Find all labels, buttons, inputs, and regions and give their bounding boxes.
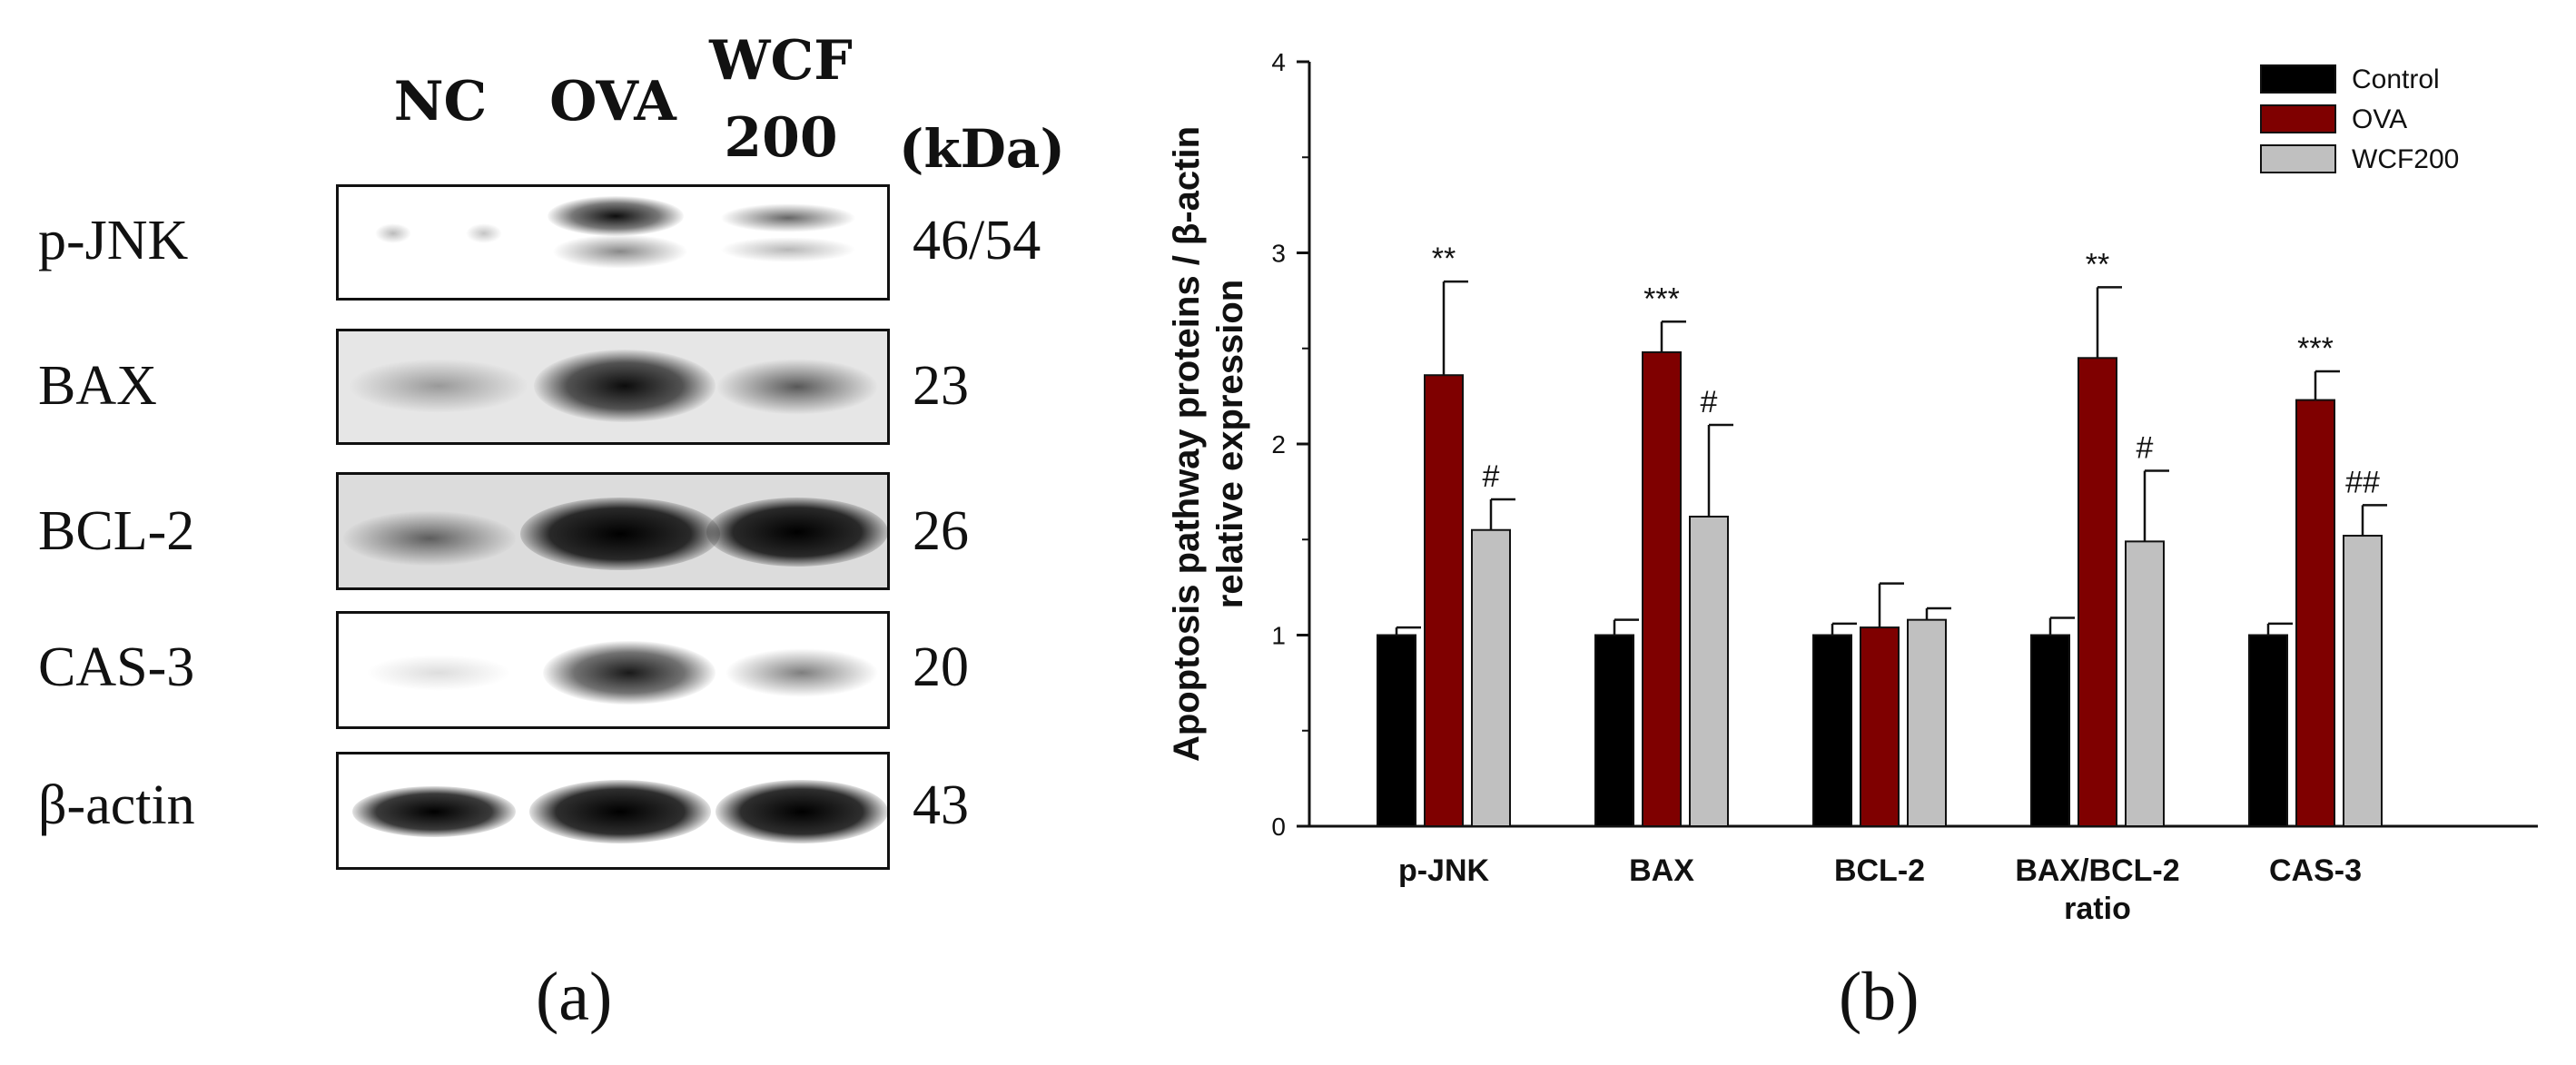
protein-label-cas3: CAS-3 [38, 636, 195, 698]
bar [1471, 528, 1511, 827]
bar [1642, 350, 1682, 827]
bar [2343, 535, 2383, 827]
bar [1377, 634, 1416, 827]
significance-mark: # [1701, 385, 1718, 419]
x-category-label: CAS-3 [2269, 853, 2362, 888]
western-blot-panel: NC OVA WCF 200 (kDa) p-JNK 46/54 BAX 23 … [0, 0, 1135, 1065]
panel-b-caption: (b) [1839, 959, 1920, 1035]
y-axis-label: relative expression [1210, 280, 1250, 608]
significance-mark: ** [1432, 242, 1456, 276]
bar [1424, 374, 1464, 827]
protein-label-bcl2: BCL-2 [38, 500, 195, 562]
x-category-label: BCL-2 [1834, 853, 1925, 888]
lane-header-wcf: WCF [709, 29, 853, 93]
legend-label: Control [2352, 64, 2440, 94]
bar [1907, 618, 1947, 827]
y-tick-label: 3 [1271, 240, 1286, 268]
lane-header-ova: OVA [549, 70, 676, 133]
mw-label-bcl2: 26 [913, 500, 969, 562]
lane-header-200: 200 [724, 106, 838, 170]
legend-swatch [2260, 64, 2336, 94]
x-category-label: p-JNK [1398, 853, 1490, 888]
y-tick-label: 1 [1271, 622, 1286, 650]
mw-label-bax: 23 [913, 355, 969, 417]
significance-mark: ## [2345, 465, 2380, 499]
blot-strip-bax [336, 329, 890, 445]
blot-strip-pjnk [336, 184, 890, 301]
significance-mark: # [2137, 430, 2154, 465]
lane-header-nc: NC [393, 70, 488, 133]
bar [2248, 634, 2288, 827]
legend-label: WCF200 [2352, 144, 2459, 174]
bar [2078, 357, 2117, 827]
bar [1689, 515, 1729, 827]
bar [1812, 634, 1852, 827]
bar [2030, 634, 2070, 827]
y-tick-label: 4 [1271, 48, 1286, 76]
x-category-label: ratio [2064, 892, 2131, 926]
y-tick-label: 2 [1271, 430, 1286, 459]
legend-swatch [2260, 144, 2336, 173]
mw-label-cas3: 20 [913, 636, 969, 698]
blot-strip-cas3 [336, 611, 890, 729]
protein-label-bax: BAX [38, 355, 157, 417]
bar [2125, 540, 2165, 827]
protein-label-pjnk: p-JNK [38, 210, 189, 271]
bar [2295, 399, 2335, 827]
kda-header: (kDa) [899, 118, 1065, 180]
bar-chart: 0 1 2 3 4 Apoptosis pathway proteins / β-acti… [1167, 48, 2538, 926]
y-axis-label: Apoptosis pathway proteins / β-actin [1167, 126, 1207, 762]
panel-a-caption: (a) [536, 959, 613, 1035]
mw-label-bactin: 43 [913, 774, 969, 836]
legend-swatch [2260, 104, 2336, 133]
x-category-label: BAX/BCL-2 [2015, 853, 2179, 888]
protein-label-bactin: β-actin [38, 774, 195, 836]
y-tick-label: 0 [1271, 813, 1286, 841]
bar [1860, 626, 1900, 828]
significance-mark: # [1483, 459, 1500, 494]
significance-mark: *** [1643, 281, 1680, 316]
significance-mark: *** [2297, 331, 2334, 366]
x-category-label: BAX [1629, 853, 1694, 888]
significance-mark: ** [2086, 247, 2109, 281]
bar [1594, 634, 1634, 827]
legend-label: OVA [2352, 104, 2407, 134]
blot-strip-bactin [336, 752, 890, 870]
blot-strip-bcl2 [336, 472, 890, 590]
mw-label-pjnk: 46/54 [913, 210, 1041, 271]
